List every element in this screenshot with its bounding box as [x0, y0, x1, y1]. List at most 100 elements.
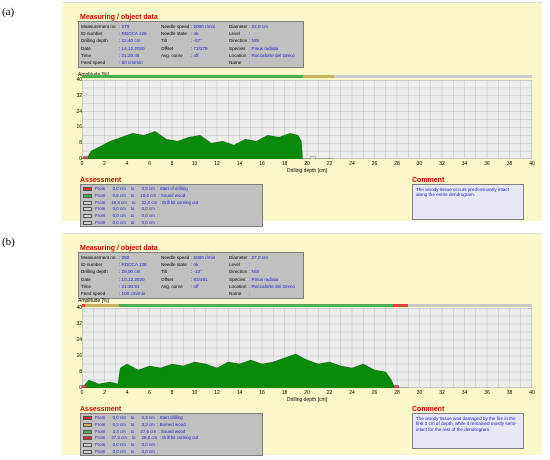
assessment-color-swatch[interactable]	[83, 450, 92, 454]
comment-box[interactable]: The woody tissue was damaged by the fire…	[412, 413, 524, 449]
measuring-label: Level	[229, 262, 240, 268]
measuring-label: Time	[81, 52, 92, 58]
y-tick-label: 0	[79, 385, 82, 391]
assessment-color-swatch[interactable]	[83, 422, 92, 427]
measuring-label: Time	[81, 283, 92, 289]
x-tick-label: 32	[439, 390, 445, 396]
measuring-label: Measurement no.	[81, 24, 117, 29]
depth-marker[interactable]	[81, 385, 87, 389]
measuring-value: : 29,00 cm	[119, 269, 141, 275]
measuring-label: Feed speed	[81, 291, 106, 296]
assessment-color-swatch[interactable]	[83, 214, 92, 219]
measuring-value: : -57°	[191, 38, 203, 44]
assessment-color-swatch[interactable]	[83, 416, 92, 420]
x-tick-label: 16	[259, 390, 265, 396]
y-tick-label: 24	[76, 337, 82, 343]
measuring-label: Needle state	[161, 31, 187, 37]
x-tick-label: 22	[326, 161, 333, 167]
x-tick-label: 12	[214, 161, 220, 167]
x-tick-label: 22	[326, 390, 333, 396]
measuring-label: Level	[229, 31, 240, 37]
measuring-value: : 5000 r/min	[191, 255, 216, 260]
measuring-label: Feed speed	[81, 60, 106, 65]
assessment-text: From 0,0 cm to 0,0 cm :	[95, 206, 159, 212]
x-tick-label: 38	[506, 161, 513, 167]
assessment-color-swatch[interactable]	[83, 200, 92, 205]
assessment-color-swatch[interactable]	[83, 429, 92, 434]
x-tick-label: 36	[484, 161, 490, 167]
x-tick-label: 26	[371, 161, 378, 167]
x-tick-label: 32	[439, 161, 445, 167]
assessment-text: From 0,0 cm to 0,5 cm : Start of drillin…	[95, 186, 188, 191]
assessment-color-swatch[interactable]	[83, 221, 92, 225]
assessment-color-swatch[interactable]	[83, 207, 92, 212]
assessment-text: From 0,0 cm to 0,0 cm :	[95, 442, 159, 448]
assessment-color-swatch[interactable]	[83, 193, 92, 198]
assessment-color-swatch[interactable]	[83, 436, 92, 441]
progress-segment	[302, 75, 334, 78]
x-tick-label: 4	[125, 161, 129, 167]
amplitude-chart-svg	[81, 79, 533, 160]
comment-box[interactable]: The woody tissue occurs predominantly in…	[412, 184, 524, 220]
measuring-label: Avg. curve	[161, 283, 183, 289]
x-tick-label: 0	[80, 161, 84, 167]
measuring-value: : Roccaforte del Greco	[249, 283, 295, 289]
comment-title: Comment	[412, 177, 445, 184]
y-tick-label: 40	[76, 305, 82, 311]
y-tick-label: 8	[79, 140, 82, 147]
measuring-label: Diameter	[229, 24, 248, 29]
assessment-text: From 0,3 cm to 3,3 cm : Burned wood	[95, 421, 186, 427]
amplitude-area-series	[81, 353, 409, 389]
measuring-label: Species	[229, 276, 246, 282]
assessment-text: From 0,0 cm to 0,0 cm :	[95, 213, 159, 219]
measuring-value: : 50 cm/min	[119, 60, 143, 65]
assessment-text: From 0,0 cm to 0,0 cm :	[95, 220, 159, 225]
measuring-value: :	[249, 262, 251, 268]
assessment-title: Assessment	[80, 406, 122, 413]
x-tick-label: 18	[281, 390, 288, 396]
x-tick-label: 24	[349, 161, 355, 167]
x-tick-label: 6	[148, 390, 151, 396]
y-axis-labels: 0 8 16 24 32 40	[70, 77, 82, 162]
x-axis-title: Drilling depth [cm]	[286, 397, 328, 403]
measuring-label: Location	[229, 52, 247, 58]
x-tick-label: 14	[236, 161, 243, 167]
measuring-label: Drilling depth	[81, 38, 108, 44]
y-tick-label: 0	[79, 156, 82, 162]
assessment-text: From 0,0 cm to 0,0 cm :	[95, 449, 159, 454]
measuring-label: Direction	[229, 269, 248, 275]
x-tick-label: 40	[529, 161, 535, 167]
panel-a: Measuring / object data Measurement no.: …	[62, 2, 542, 227]
assessment-box: From 0,0 cm to 0,3 cm : Start drilling Fr…	[80, 413, 263, 456]
y-tick-label: 24	[76, 108, 82, 115]
x-tick-label: 10	[191, 161, 198, 167]
x-tick-label: 2	[103, 161, 106, 167]
depth-marker[interactable]	[83, 156, 89, 160]
measuring-value: : off	[191, 52, 199, 58]
measuring-value: : 10.12.2020	[119, 276, 145, 282]
measuring-data-box: Measurement no.: 270 ID number: RDCCA 126…	[78, 21, 304, 68]
assessment-color-swatch[interactable]	[83, 443, 92, 448]
measuring-value: : -10°	[191, 269, 203, 275]
x-tick-label: 2	[103, 390, 106, 396]
assessment-text: From 19,6 cm to 22,0 cm : Drill bit comi…	[95, 199, 199, 205]
amplitude-chart	[81, 307, 533, 389]
assessment-color-swatch[interactable]	[83, 187, 92, 191]
assessment-progress-bar	[82, 304, 532, 307]
progress-segment	[82, 304, 86, 307]
y-tick-label: 16	[76, 353, 82, 359]
measuring-value: : Roccaforte del Greco	[249, 52, 295, 58]
assessment-text: From 27,6 cm to 29,0 cm : Drill bit comi…	[95, 435, 199, 441]
measuring-label: Offset	[161, 45, 174, 51]
depth-marker[interactable]	[310, 156, 316, 160]
y-tick-label: 32	[76, 321, 82, 327]
progress-segment	[119, 304, 393, 307]
measuring-value: : ok	[191, 31, 199, 37]
measuring-label: Direction	[229, 38, 248, 44]
measuring-label: Drilling depth	[81, 269, 108, 275]
depth-marker[interactable]	[393, 385, 400, 389]
amplitude-axis-title: Amplitude [%]	[78, 298, 109, 304]
assessment-text: From 0,5 cm to 19,6 cm : Sound wood	[95, 192, 186, 198]
x-tick-label: 8	[170, 161, 174, 167]
measuring-value: : Pinus radiata	[249, 45, 279, 51]
